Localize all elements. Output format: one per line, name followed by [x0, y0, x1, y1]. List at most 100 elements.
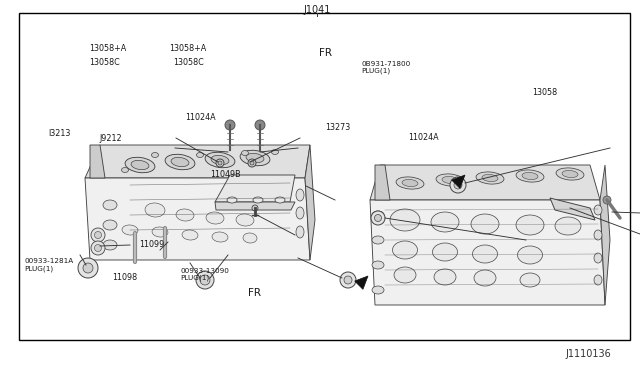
Circle shape — [83, 263, 93, 273]
Text: 0B931-71800
PLUG(1): 0B931-71800 PLUG(1) — [362, 61, 411, 74]
Ellipse shape — [562, 170, 578, 177]
Circle shape — [200, 275, 210, 285]
Text: 13058C: 13058C — [173, 58, 204, 67]
Ellipse shape — [176, 209, 194, 221]
Ellipse shape — [271, 150, 278, 154]
Ellipse shape — [182, 230, 198, 240]
Ellipse shape — [125, 157, 155, 173]
Polygon shape — [370, 200, 605, 305]
Polygon shape — [305, 145, 315, 260]
Ellipse shape — [436, 174, 464, 186]
Ellipse shape — [394, 267, 416, 283]
Text: J1110136: J1110136 — [566, 349, 612, 359]
Circle shape — [196, 271, 214, 289]
Circle shape — [255, 120, 265, 130]
Ellipse shape — [476, 172, 504, 184]
Ellipse shape — [520, 273, 540, 287]
Ellipse shape — [522, 173, 538, 180]
Ellipse shape — [372, 236, 384, 244]
Ellipse shape — [152, 153, 159, 157]
Ellipse shape — [241, 151, 248, 155]
Polygon shape — [85, 178, 310, 260]
Ellipse shape — [594, 230, 602, 240]
Ellipse shape — [396, 177, 424, 189]
Polygon shape — [90, 145, 105, 178]
Ellipse shape — [171, 157, 189, 167]
Text: 00933-1281A
PLUG(1): 00933-1281A PLUG(1) — [24, 258, 74, 272]
Ellipse shape — [103, 200, 117, 210]
Ellipse shape — [392, 241, 417, 259]
Ellipse shape — [433, 243, 458, 261]
Ellipse shape — [372, 286, 384, 294]
Circle shape — [95, 244, 102, 251]
Circle shape — [340, 272, 356, 288]
Polygon shape — [550, 198, 595, 220]
Polygon shape — [452, 175, 465, 188]
Ellipse shape — [165, 154, 195, 170]
Ellipse shape — [196, 153, 204, 157]
Ellipse shape — [103, 240, 117, 250]
Text: J1041: J1041 — [303, 6, 330, 15]
Text: 13058C: 13058C — [90, 58, 120, 67]
Ellipse shape — [205, 152, 235, 168]
Circle shape — [371, 211, 385, 225]
Ellipse shape — [434, 269, 456, 285]
Text: 13273: 13273 — [325, 124, 350, 132]
Circle shape — [252, 205, 258, 211]
Polygon shape — [375, 165, 390, 200]
Ellipse shape — [122, 167, 129, 173]
Text: FR: FR — [248, 288, 261, 298]
Ellipse shape — [482, 174, 498, 182]
Ellipse shape — [246, 153, 264, 163]
Ellipse shape — [594, 253, 602, 263]
Text: 11099: 11099 — [140, 240, 164, 249]
Circle shape — [603, 196, 611, 204]
Polygon shape — [85, 145, 310, 178]
Circle shape — [454, 181, 462, 189]
Ellipse shape — [555, 217, 581, 235]
Ellipse shape — [253, 197, 263, 203]
Ellipse shape — [243, 233, 257, 243]
Ellipse shape — [372, 261, 384, 269]
Text: 00933-13090
PLUG(1): 00933-13090 PLUG(1) — [180, 268, 229, 281]
Circle shape — [216, 159, 224, 167]
Ellipse shape — [518, 246, 543, 264]
Circle shape — [248, 159, 256, 167]
Text: 11024A: 11024A — [408, 133, 439, 142]
Bar — [19, 13, 630, 340]
Circle shape — [95, 231, 102, 238]
Text: 11049B: 11049B — [210, 170, 241, 179]
Ellipse shape — [390, 209, 420, 231]
Ellipse shape — [431, 212, 459, 232]
Circle shape — [78, 258, 98, 278]
Ellipse shape — [402, 179, 418, 186]
Circle shape — [218, 161, 222, 165]
Circle shape — [91, 241, 105, 255]
Ellipse shape — [275, 197, 285, 203]
Polygon shape — [355, 276, 368, 289]
Circle shape — [344, 276, 352, 284]
Ellipse shape — [296, 226, 304, 238]
Text: 13058+A: 13058+A — [90, 44, 127, 53]
Text: 13058+A: 13058+A — [170, 44, 207, 53]
Ellipse shape — [516, 170, 544, 182]
Ellipse shape — [227, 197, 237, 203]
Ellipse shape — [474, 270, 496, 286]
Circle shape — [225, 120, 235, 130]
Text: 11098: 11098 — [112, 273, 137, 282]
Text: FR: FR — [319, 48, 332, 58]
Ellipse shape — [296, 189, 304, 201]
Text: 13058: 13058 — [532, 88, 557, 97]
Circle shape — [374, 215, 381, 221]
Circle shape — [91, 228, 105, 242]
Ellipse shape — [212, 232, 228, 242]
Ellipse shape — [236, 214, 254, 226]
Ellipse shape — [152, 227, 168, 237]
Circle shape — [250, 161, 254, 165]
Ellipse shape — [472, 245, 497, 263]
Ellipse shape — [131, 160, 149, 170]
Text: 11024A: 11024A — [186, 113, 216, 122]
Ellipse shape — [442, 176, 458, 183]
Polygon shape — [600, 165, 610, 305]
Ellipse shape — [296, 207, 304, 219]
